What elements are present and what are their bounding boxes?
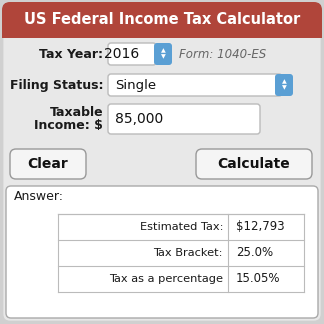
Text: ▲: ▲ (161, 49, 165, 53)
FancyBboxPatch shape (196, 149, 312, 179)
FancyBboxPatch shape (108, 43, 156, 65)
Text: Tax as a percentage: Tax as a percentage (109, 274, 223, 284)
Text: Clear: Clear (28, 157, 68, 171)
Bar (58, 214, 304, 240)
Text: Tax Bracket:: Tax Bracket: (154, 248, 223, 258)
Text: $12,793: $12,793 (236, 221, 284, 234)
Text: ▼: ▼ (161, 54, 165, 60)
Bar (58, 266, 304, 292)
FancyBboxPatch shape (10, 149, 86, 179)
Bar (58, 240, 304, 266)
FancyBboxPatch shape (154, 43, 172, 65)
Text: Calculate: Calculate (218, 157, 290, 171)
Text: 2016: 2016 (104, 47, 140, 61)
Text: Answer:: Answer: (14, 191, 64, 203)
Text: ▼: ▼ (282, 86, 286, 90)
FancyBboxPatch shape (275, 74, 293, 96)
Text: Taxable: Taxable (49, 106, 103, 119)
FancyBboxPatch shape (6, 186, 318, 318)
Text: Filing Status:: Filing Status: (9, 78, 103, 91)
FancyBboxPatch shape (2, 2, 322, 38)
Text: 25.0%: 25.0% (236, 247, 273, 260)
Text: Single: Single (115, 78, 156, 91)
Text: Form: 1040-ES: Form: 1040-ES (179, 48, 266, 61)
Text: ▲: ▲ (282, 79, 286, 85)
FancyBboxPatch shape (108, 74, 282, 96)
FancyBboxPatch shape (2, 2, 322, 322)
Text: 85,000: 85,000 (115, 112, 163, 126)
Text: Tax Year:: Tax Year: (39, 48, 103, 61)
FancyBboxPatch shape (108, 104, 260, 134)
Bar (2, 20, 322, 38)
Text: 15.05%: 15.05% (236, 272, 281, 285)
Text: US Federal Income Tax Calculator: US Federal Income Tax Calculator (24, 13, 300, 28)
Text: Income: $: Income: $ (34, 120, 103, 133)
Text: Estimated Tax:: Estimated Tax: (140, 222, 223, 232)
